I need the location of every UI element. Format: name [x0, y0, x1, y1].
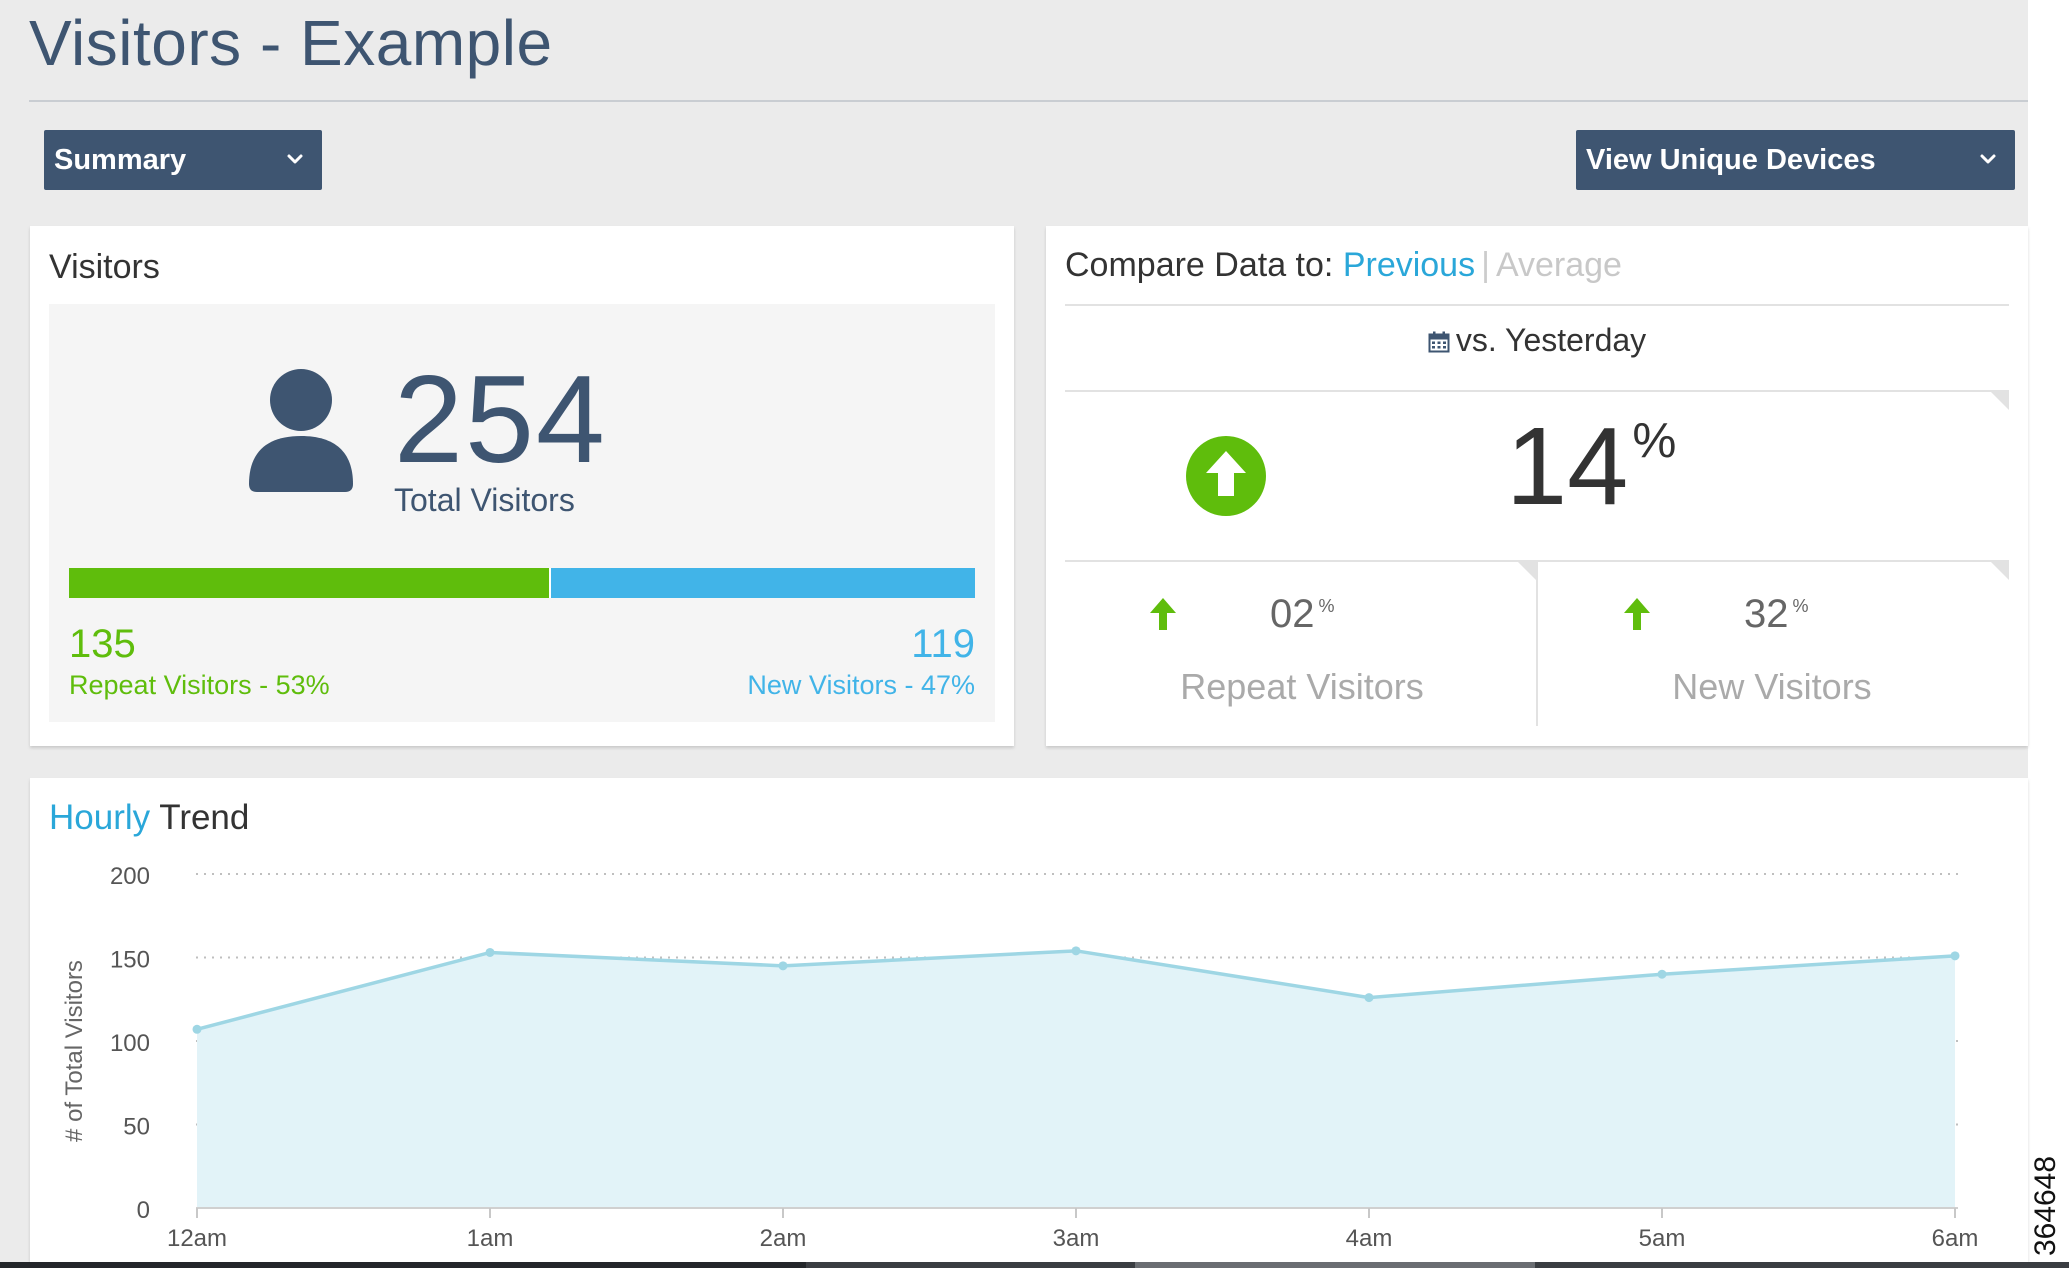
bottom-strip — [0, 1262, 2069, 1268]
y-tick-label: 200 — [110, 863, 150, 890]
x-tick-label: 12am — [167, 1225, 227, 1252]
new-change-label: New Visitors — [1672, 666, 1872, 707]
data-point — [1950, 951, 1960, 961]
repeat-visitors-value: 135 — [69, 622, 136, 666]
corner-marker — [1991, 392, 2009, 410]
app-window: Visitors - Example Summary View Unique D… — [0, 0, 2028, 1262]
total-visitors-value: 254 — [394, 351, 607, 489]
figure-id-text: 364648 — [2029, 1155, 2062, 1257]
data-point — [1364, 993, 1374, 1003]
overall-change-number: 14 — [1506, 405, 1629, 528]
compare-divider — [1065, 390, 2009, 392]
x-tick-label: 2am — [760, 1225, 807, 1252]
overall-change-unit: % — [1632, 413, 1677, 468]
compare-card: Compare Data to: Previous | Average vs. Ye… — [1046, 226, 2028, 746]
bottom-strip-segment — [0, 1262, 806, 1268]
view-select[interactable]: Summary — [44, 130, 322, 190]
arrow-up-icon — [1150, 598, 1176, 630]
new-visitors-value: 119 — [911, 622, 975, 666]
x-tick-label: 1am — [467, 1225, 514, 1252]
chevron-down-icon — [1980, 154, 1996, 164]
y-axis-label: # of Total Visitors — [61, 960, 88, 1142]
bottom-strip-segment — [1135, 1262, 1535, 1268]
device-select-value: View Unique Devices — [1586, 143, 1876, 176]
x-tick-label: 4am — [1346, 1225, 1393, 1252]
visitor-split-bar — [69, 568, 975, 598]
y-tick-label: 150 — [110, 947, 150, 974]
compare-heading-prefix: Compare Data to: — [1065, 246, 1334, 284]
compare-period-label: vs. Yesterday — [1455, 322, 1647, 358]
y-tick-label: 50 — [123, 1114, 150, 1141]
repeat-change-value: 02% — [1270, 592, 1335, 637]
compare-option-previous[interactable]: Previous — [1342, 246, 1476, 284]
visitors-card-heading: Visitors — [49, 248, 160, 286]
arrow-up-icon — [1624, 598, 1650, 630]
trend-heading: Hourly Trend — [49, 798, 249, 838]
corner-marker — [1518, 562, 1536, 580]
data-point — [485, 947, 495, 957]
trend-heading-highlight: Hourly — [49, 798, 151, 837]
new-change-unit: % — [1792, 596, 1809, 616]
new-change-number: 32 — [1744, 592, 1789, 636]
figure-id: 364648 — [2028, 1150, 2064, 1262]
view-select-value: Summary — [54, 143, 187, 176]
compare-column-divider — [1536, 562, 1538, 726]
device-select[interactable]: View Unique Devices — [1576, 130, 2015, 190]
compare-option-average[interactable]: Average — [1495, 246, 1622, 284]
page-title: Visitors - Example — [29, 7, 553, 79]
total-visitors-label: Total Visitors — [394, 482, 575, 518]
visitors-card: Visitors 254 Total Visitors 135 Repeat V… — [30, 226, 1014, 746]
repeat-change-unit: % — [1318, 596, 1335, 616]
hourly-trend-chart: 0 50 100 150 200 12am 1am 2am 3am 4am 5am 6am # of T… — [61, 863, 1979, 1252]
title-divider — [29, 100, 2028, 102]
repeat-change-number: 02 — [1270, 592, 1315, 636]
compare-period: vs. Yesterday — [1065, 322, 2009, 359]
repeat-visitors-bar — [69, 568, 550, 598]
data-point — [778, 961, 788, 971]
x-tick-label: 5am — [1639, 1225, 1686, 1252]
calendar-icon — [1428, 331, 1450, 353]
new-visitors-bar — [549, 568, 975, 598]
chevron-down-icon — [287, 154, 303, 164]
compare-divider — [1065, 304, 2009, 306]
repeat-change-label: Repeat Visitors — [1180, 666, 1424, 707]
data-point — [1071, 946, 1081, 956]
hourly-trend-card: Hourly Trend 0 50 100 150 200 12am 1am 2am 3am 4a… — [30, 778, 2028, 1262]
trend-heading-rest: Trend — [159, 798, 250, 837]
compare-heading: Compare Data to: Previous | Average — [1065, 246, 1622, 285]
new-change-value: 32% — [1744, 592, 1809, 637]
user-icon — [249, 369, 353, 492]
compare-divider — [1065, 560, 2009, 562]
x-tick-label: 3am — [1053, 1225, 1100, 1252]
trend-area — [197, 950, 1955, 1208]
y-tick-label: 0 — [137, 1197, 150, 1224]
data-point — [1657, 969, 1667, 979]
corner-marker — [1991, 562, 2009, 580]
repeat-visitors-label: Repeat Visitors - 53% — [69, 670, 330, 700]
new-visitors-label: New Visitors - 47% — [747, 670, 975, 700]
arrow-up-circle-icon — [1186, 436, 1266, 516]
compare-option-separator: | — [1481, 246, 1490, 284]
y-tick-label: 100 — [110, 1030, 150, 1057]
visitors-summary-panel: 254 Total Visitors 135 Repeat Visitors -… — [49, 304, 995, 722]
x-tick-label: 6am — [1932, 1225, 1979, 1252]
data-point — [192, 1024, 202, 1034]
overall-change-value: 14% — [1506, 412, 1676, 522]
